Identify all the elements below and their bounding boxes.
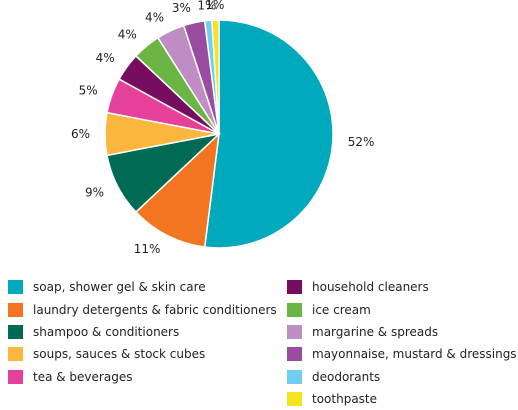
- legend-item-laundry-detergents-and-fabric-conditioners: laundry detergents & fabric conditioners: [8, 298, 277, 320]
- legend-column-left: soap, shower gel & skin care laundry dete…: [8, 276, 277, 388]
- legend-item-margarine-and-spreads: margarine & spreads: [287, 321, 517, 343]
- legend-label: laundry detergents & fabric conditioners: [33, 302, 277, 317]
- legend-swatch: [287, 369, 302, 384]
- legend-column-right: household cleaners ice cream margarine & s…: [287, 276, 517, 410]
- legend-swatch: [8, 347, 23, 362]
- legend-label: soap, shower gel & skin care: [33, 280, 206, 295]
- legend-item-toothpaste: toothpaste: [287, 388, 517, 410]
- legend-item-mayonnaise-mustard-and-dressings: mayonnaise, mustard & dressings: [287, 343, 517, 365]
- legend: soap, shower gel & skin care laundry dete…: [0, 276, 518, 407]
- value-label-soap-shower-gel-and-skin-care: 52%: [348, 135, 375, 149]
- value-label-mayonnaise-mustard-and-dressings: 3%: [172, 1, 191, 15]
- legend-label: mayonnaise, mustard & dressings: [312, 347, 517, 362]
- legend-label: soups, sauces & stock cubes: [33, 347, 206, 362]
- legend-swatch: [287, 324, 302, 339]
- legend-label: deodorants: [312, 369, 381, 384]
- value-label-toothpaste: 1%: [205, 0, 224, 12]
- value-label-shampoo-and-conditioners: 9%: [85, 186, 104, 200]
- pie-value-labels: 52%11%9%6%5%4%4%4%3% 1%1%: [71, 0, 374, 256]
- legend-swatch: [287, 392, 302, 407]
- value-label-deodorants: 1%: [197, 0, 216, 13]
- legend-swatch: [8, 302, 23, 317]
- legend-label: margarine & spreads: [312, 324, 439, 339]
- legend-item-shampoo-and-conditioners: shampoo & conditioners: [8, 321, 277, 343]
- slice-toothpaste: [211, 19, 220, 135]
- pie-slices: [104, 19, 334, 249]
- legend-label: ice cream: [312, 302, 371, 317]
- legend-item-soap-shower-gel-and-skin-care: soap, shower gel & skin care: [8, 276, 277, 298]
- legend-label: shampoo & conditioners: [33, 324, 180, 339]
- legend-swatch: [287, 302, 302, 317]
- legend-label: tea & beverages: [33, 369, 133, 384]
- pie-chart: 52%11%9%6%5%4%4%4%3% 1%1%: [71, 0, 374, 256]
- value-label-margarine-and-spreads: 4%: [145, 10, 164, 24]
- legend-swatch: [287, 280, 302, 295]
- value-label-tea-and-beverages: 5%: [79, 83, 98, 97]
- legend-swatch: [287, 347, 302, 362]
- slice-laundry-detergents-and-fabric-conditioners: [134, 132, 221, 248]
- legend-item-ice-cream: ice cream: [287, 298, 517, 320]
- legend-swatch: [8, 280, 23, 295]
- value-label-household-cleaners: 4%: [96, 51, 115, 65]
- legend-label: household cleaners: [312, 280, 429, 295]
- legend-label: toothpaste: [312, 392, 378, 407]
- legend-swatch: [8, 369, 23, 384]
- legend-item-soups-sauces-and-stock-cubes: soups, sauces & stock cubes: [8, 343, 277, 365]
- legend-item-tea-and-beverages: tea & beverages: [8, 366, 277, 388]
- value-label-ice-cream: 4%: [118, 28, 137, 42]
- legend-item-deodorants: deodorants: [287, 366, 517, 388]
- value-label-laundry-detergents-and-fabric-conditioners: 11%: [134, 242, 161, 256]
- legend-item-household-cleaners: household cleaners: [287, 276, 517, 298]
- value-label-soups-sauces-and-stock-cubes: 6%: [71, 127, 90, 141]
- slice-soap-shower-gel-and-skin-care: [203, 19, 334, 249]
- legend-swatch: [8, 324, 23, 339]
